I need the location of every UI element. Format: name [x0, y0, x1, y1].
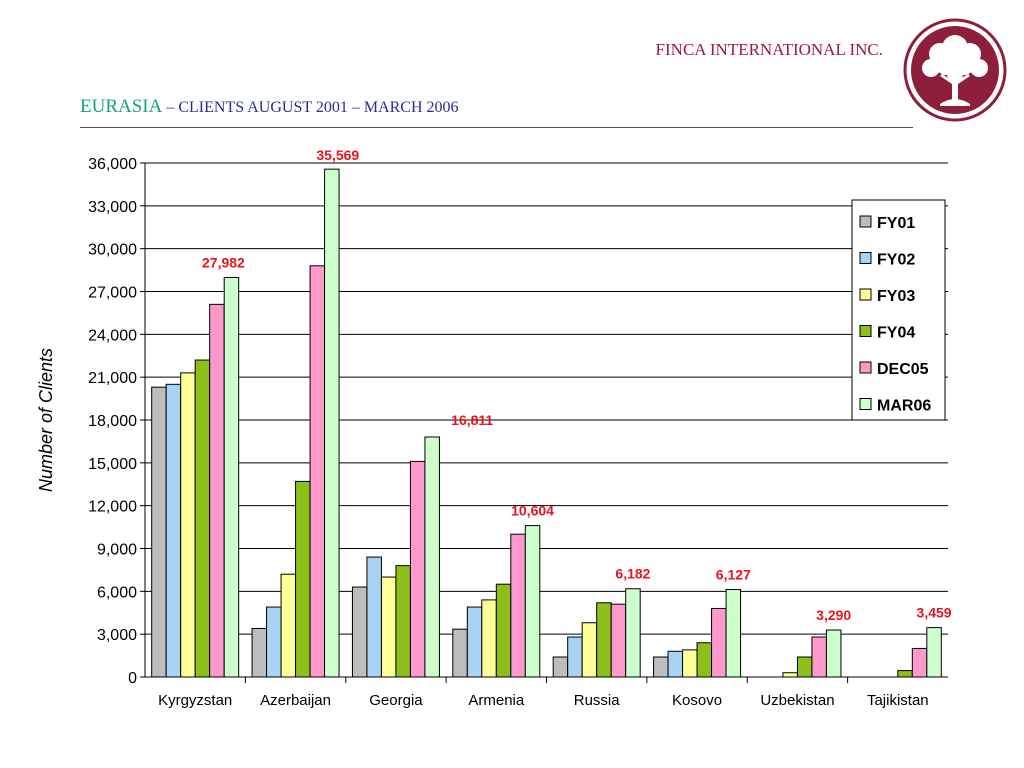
legend-label-fy03: FY03 — [877, 288, 915, 305]
data-label: 10,604 — [511, 503, 554, 519]
bar-mar06-armenia — [524, 525, 541, 678]
data-label: 35,569 — [316, 147, 359, 163]
legend-label-dec05: DEC05 — [877, 361, 929, 378]
legend-swatch-mar06 — [859, 398, 872, 410]
bar-fy04-tajikistan — [897, 670, 913, 678]
y-tick-label: 0 — [128, 670, 137, 687]
bar-fy03-georgia — [380, 576, 397, 678]
bar-dec05-azerbaijan — [309, 265, 326, 678]
data-label: 3,459 — [917, 605, 952, 621]
tree-icon — [896, 18, 1014, 123]
bar-fy02-kyrgyzstan — [165, 383, 182, 678]
bar-fy01-georgia — [351, 586, 368, 678]
y-tick-label: 12,000 — [88, 499, 137, 516]
y-tick-label: 15,000 — [88, 456, 137, 473]
legend-swatch-dec05 — [859, 361, 872, 374]
legend-swatch-fy03 — [859, 288, 872, 301]
bar-fy02-russia — [567, 636, 583, 678]
bar-fy04-uzbekistan — [796, 656, 813, 678]
bar-fy02-georgia — [366, 556, 382, 678]
x-tick-label: Kosovo — [672, 692, 722, 709]
bar-fy01-russia — [552, 656, 569, 678]
data-label: 6,127 — [716, 567, 751, 583]
bar-mar06-georgia — [424, 436, 440, 678]
y-tick-label: 21,000 — [88, 370, 137, 387]
legend-label-fy04: FY04 — [877, 325, 915, 342]
y-axis-title: Number of Clients — [36, 348, 56, 492]
data-label: 3,290 — [816, 607, 851, 623]
bar-fy01-azerbaijan — [251, 627, 268, 678]
y-tick-label: 33,000 — [88, 199, 137, 216]
y-tick-label: 9,000 — [97, 542, 137, 559]
bar-fy01-kosovo — [653, 656, 669, 678]
bar-fy04-azerbaijan — [295, 480, 311, 678]
bar-dec05-kyrgyzstan — [209, 303, 225, 678]
legend — [851, 199, 946, 421]
bar-mar06-azerbaijan — [324, 168, 340, 678]
bar-fy04-armenia — [495, 583, 512, 678]
title-subtitle: – CLIENTS AUGUST 2001 – MARCH 2006 — [166, 99, 459, 116]
legend-label-fy02: FY02 — [877, 252, 915, 269]
legend-swatch-fy04 — [859, 325, 872, 337]
x-tick-label: Azerbaijan — [260, 692, 331, 709]
bar-dec05-armenia — [510, 533, 526, 678]
legend-swatch-fy01 — [859, 215, 872, 228]
legend-label-fy01: FY01 — [877, 215, 915, 232]
bar-fy03-armenia — [481, 599, 497, 678]
page-title: EURASIA – CLIENTS AUGUST 2001 – MARCH 200… — [80, 96, 459, 118]
bar-fy03-kosovo — [682, 649, 698, 678]
bar-dec05-georgia — [409, 460, 426, 678]
bar-chart: 0 3,000 6,000 9,000 12,000 15,000 18,000 21,000… — [36, 147, 952, 709]
data-label: 27,982 — [202, 254, 245, 270]
x-tick-label: Kyrgyzstan — [158, 692, 232, 709]
data-label: 6,182 — [615, 566, 650, 582]
bar-dec05-uzbekistan — [811, 636, 827, 678]
x-tick-label: Armenia — [468, 692, 525, 709]
bar-fy03-russia — [581, 622, 598, 678]
bar-fy03-uzbekistan — [782, 672, 798, 678]
x-tick-label: Tajikistan — [867, 692, 929, 709]
x-tick-label: Uzbekistan — [760, 692, 834, 709]
bar-mar06-russia — [625, 588, 641, 678]
bar-dec05-tajikistan — [911, 647, 928, 678]
y-tick-label: 36,000 — [88, 156, 137, 173]
bar-fy02-kosovo — [667, 650, 684, 678]
bar-fy03-kyrgyzstan — [180, 372, 196, 678]
bar-mar06-uzbekistan — [825, 629, 842, 678]
y-tick-label: 30,000 — [88, 242, 137, 259]
bar-fy04-kosovo — [696, 642, 713, 678]
bar-dec05-kosovo — [711, 607, 727, 678]
bar-fy04-kyrgyzstan — [194, 359, 211, 678]
y-tick-label: 18,000 — [88, 413, 137, 430]
legend-label-mar06: MAR06 — [877, 398, 931, 415]
data-label: 16,811 — [451, 412, 493, 428]
bar-mar06-kyrgyzstan — [223, 276, 240, 678]
bar-fy03-azerbaijan — [280, 573, 297, 678]
bar-fy02-azerbaijan — [266, 606, 282, 678]
x-tick-label: Georgia — [369, 692, 423, 709]
y-tick-label: 24,000 — [88, 327, 137, 344]
bar-fy02-armenia — [466, 606, 483, 678]
bar-fy01-armenia — [452, 628, 468, 678]
company-name: FINCA INTERNATIONAL INC. — [655, 40, 883, 59]
bar-dec05-russia — [610, 603, 627, 678]
y-tick-label: 6,000 — [97, 584, 137, 601]
y-tick-label: 3,000 — [97, 627, 137, 644]
bar-mar06-kosovo — [725, 589, 742, 678]
title-region: EURASIA — [80, 96, 163, 117]
x-tick-label: Russia — [574, 692, 621, 709]
bar-fy04-georgia — [395, 565, 411, 678]
bar-fy01-kyrgyzstan — [151, 386, 167, 678]
bar-mar06-tajikistan — [926, 627, 942, 678]
title-divider — [80, 127, 913, 128]
y-tick-label: 27,000 — [88, 285, 137, 302]
bar-fy04-russia — [596, 602, 612, 678]
legend-swatch-fy02 — [859, 252, 872, 264]
